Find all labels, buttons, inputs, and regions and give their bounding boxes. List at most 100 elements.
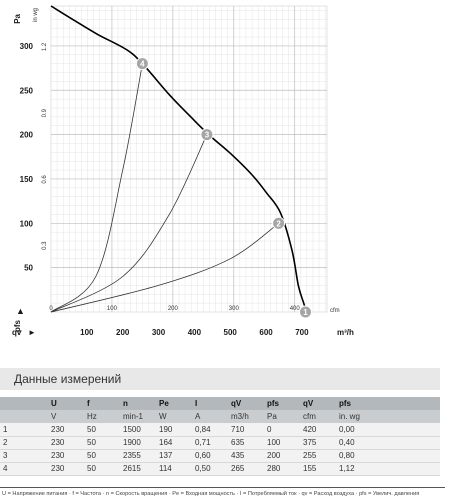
y-axis-arrow-icon: ▲: [16, 306, 25, 316]
y-tick-label: 150: [20, 175, 34, 184]
y-axis-label: pfs: [13, 319, 22, 332]
table-cell: 635: [228, 436, 264, 450]
table-cell: 255: [300, 449, 336, 463]
y-tick-label: 100: [20, 219, 34, 228]
table-cell: I: [192, 397, 228, 410]
table-cell: W: [156, 410, 192, 423]
table-cell: qV: [228, 397, 264, 410]
table-cell: 265: [228, 462, 264, 476]
table-cell: 50: [84, 449, 120, 463]
x-axis-unit-cfm: cfm: [330, 308, 340, 314]
table-cell: 190: [156, 423, 192, 437]
table-cell: 710: [228, 423, 264, 437]
table-cell: 50: [84, 462, 120, 476]
table-cell: 50: [84, 423, 120, 437]
fan-curve: [50, 5, 308, 313]
table-cell: [0, 410, 48, 423]
table-cell: 100: [264, 436, 300, 450]
table-cell: 0,71: [192, 436, 228, 450]
table-cell: U: [48, 397, 84, 410]
operating-point-2: [272, 216, 286, 230]
table-cell: pfs: [336, 397, 440, 410]
system-curve-4: [50, 63, 143, 313]
y-tick-label: 250: [20, 86, 34, 95]
table-cell: 137: [156, 449, 192, 463]
operating-point-4: [135, 57, 149, 71]
table-row: 3 230 50 2355 137 0,60 435 200 255 0,80: [0, 449, 440, 463]
x-tick-label: 500: [224, 328, 238, 337]
table-cell: Hz: [84, 410, 120, 423]
table-cell: 0,60: [192, 449, 228, 463]
table-cell: [0, 397, 48, 410]
table-cell: 155: [300, 462, 336, 476]
section-title: Данные измерений: [0, 368, 440, 390]
table-cell: 0,50: [192, 462, 228, 476]
table-cell: 0,80: [336, 449, 440, 463]
system-curve-3: [50, 134, 208, 313]
x-tick-label-secondary: 200: [168, 306, 179, 312]
table-row: 2 230 50 1900 164 0,71 635 100 375 0,40: [0, 436, 440, 450]
table-cell: 2: [0, 436, 48, 450]
x-tick-label-secondary: 400: [290, 306, 301, 312]
table-cell: 1900: [120, 436, 156, 450]
operating-point-label-4: 4: [140, 60, 145, 69]
table-cell: V: [48, 410, 84, 423]
table-cell: 0: [264, 423, 300, 437]
axis-ticks: 50 100 150 200 250 300 0.3 0.6 0.9 1.2 0 100 200 300 4…: [20, 42, 309, 337]
operating-points: 1 2 3 4: [135, 57, 312, 319]
x-tick-label-secondary: 300: [229, 306, 240, 312]
system-curve-2: [50, 222, 279, 313]
table-cell: Pe: [156, 397, 192, 410]
table-cell: 230: [48, 462, 84, 476]
x-axis-unit: m³/h: [337, 328, 354, 337]
table-cell: A: [192, 410, 228, 423]
table-cell: 230: [48, 423, 84, 437]
table-cell: 1500: [120, 423, 156, 437]
table-cell: cfm: [300, 410, 336, 423]
table-cell: f: [84, 397, 120, 410]
table-cell: in. wg: [336, 410, 440, 423]
fan-performance-chart: 1 2 3 4 50 100 150 200 250 300 0.3 0.6 0.9 1.2 0 100 20…: [12, 5, 354, 337]
x-tick-label: 700: [295, 328, 309, 337]
x-tick-label: 200: [116, 328, 130, 337]
table-cell: 2615: [120, 462, 156, 476]
operating-point-label-1: 1: [303, 308, 308, 317]
y-tick-label: 300: [20, 42, 34, 51]
table-cell: 114: [156, 462, 192, 476]
chart-grid: [51, 6, 327, 312]
y-tick-label: 200: [20, 131, 34, 140]
table-row: 4 230 50 2615 114 0,50 265 280 155 1,12: [0, 462, 440, 476]
table-cell: 420: [300, 423, 336, 437]
x-tick-label-secondary: 0: [49, 306, 53, 312]
table-cell: 0,84: [192, 423, 228, 437]
table-cell: 230: [48, 436, 84, 450]
x-axis-label: qv: [12, 328, 22, 337]
y-axis-unit-pa: Pa: [13, 13, 22, 23]
operating-point-3: [200, 128, 214, 142]
table-cell: qV: [300, 397, 336, 410]
table-cell: 2355: [120, 449, 156, 463]
y-tick-label-secondary: 0.3: [42, 241, 48, 250]
table-cell: 200: [264, 449, 300, 463]
table-cell: 1,12: [336, 462, 440, 476]
table-cell: 4: [0, 462, 48, 476]
table-cell: 50: [84, 436, 120, 450]
x-tick-label: 300: [152, 328, 166, 337]
y-tick-label: 50: [24, 264, 33, 273]
table-cell: 230: [48, 449, 84, 463]
table-cell: 1: [0, 423, 48, 437]
table-cell: Pa: [264, 410, 300, 423]
x-tick-label: 600: [259, 328, 273, 337]
table-cell: 375: [300, 436, 336, 450]
y-axis-unit-inwg: in wg: [33, 8, 39, 22]
plot-area: [50, 5, 328, 313]
table-cell: 280: [264, 462, 300, 476]
table-cell: 3: [0, 449, 48, 463]
table-cell: pfs: [264, 397, 300, 410]
y-tick-label-secondary: 0.6: [42, 175, 48, 184]
x-tick-label-secondary: 100: [107, 306, 118, 312]
operating-point-1: [298, 305, 312, 319]
